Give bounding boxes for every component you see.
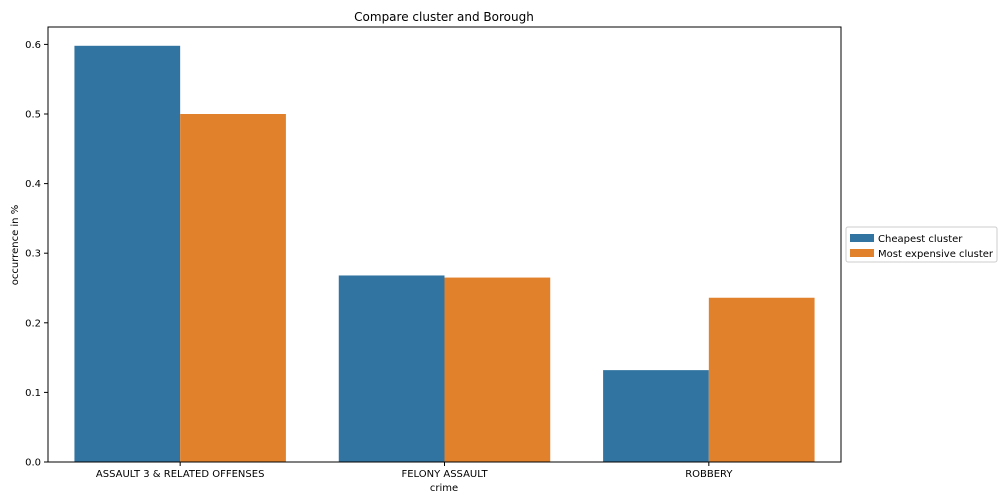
y-tick-label-0: 0.0	[25, 458, 41, 469]
y-axis: 0.0 0.1 0.2 0.3 0.4 0.5 0.6	[25, 40, 48, 469]
y-axis-label: occurrence in %	[10, 205, 21, 285]
y-tick-label-1: 0.1	[25, 388, 41, 399]
y-tick-label-4: 0.4	[25, 179, 41, 190]
x-axis-label: crime	[430, 483, 458, 494]
x-tick-label-2: ROBBERY	[685, 469, 733, 480]
y-tick-label-5: 0.5	[25, 110, 41, 121]
bar-series-1-cat-0	[180, 114, 286, 462]
legend-frame	[845, 226, 998, 263]
x-tick-label-1: FELONY ASSAULT	[401, 469, 488, 480]
legend-label-0: Cheapest cluster	[878, 234, 963, 245]
y-tick-label-3: 0.3	[25, 249, 41, 260]
bar-series-0-cat-0	[74, 45, 181, 462]
y-tick-label-2: 0.2	[25, 318, 41, 329]
legend-label-1: Most expensive cluster	[878, 249, 994, 260]
bar-series-0-cat-2	[603, 370, 709, 462]
y-tick-label-6: 0.6	[25, 40, 41, 51]
legend-swatch-0	[850, 234, 874, 242]
x-axis: ASSAULT 3 & RELATED OFFENSES FELONY ASSAU…	[96, 462, 733, 480]
x-tick-label-0: ASSAULT 3 & RELATED OFFENSES	[96, 469, 265, 480]
bar-series-1-cat-2	[708, 297, 815, 462]
legend-swatch-1	[850, 249, 874, 257]
bar-series-1-cat-1	[444, 277, 551, 462]
chart-title: Compare cluster and Borough	[354, 10, 534, 24]
legend: Cheapest cluster Most expensive cluster	[845, 226, 998, 263]
bars-group	[74, 45, 815, 462]
bar-series-0-cat-1	[338, 275, 445, 462]
